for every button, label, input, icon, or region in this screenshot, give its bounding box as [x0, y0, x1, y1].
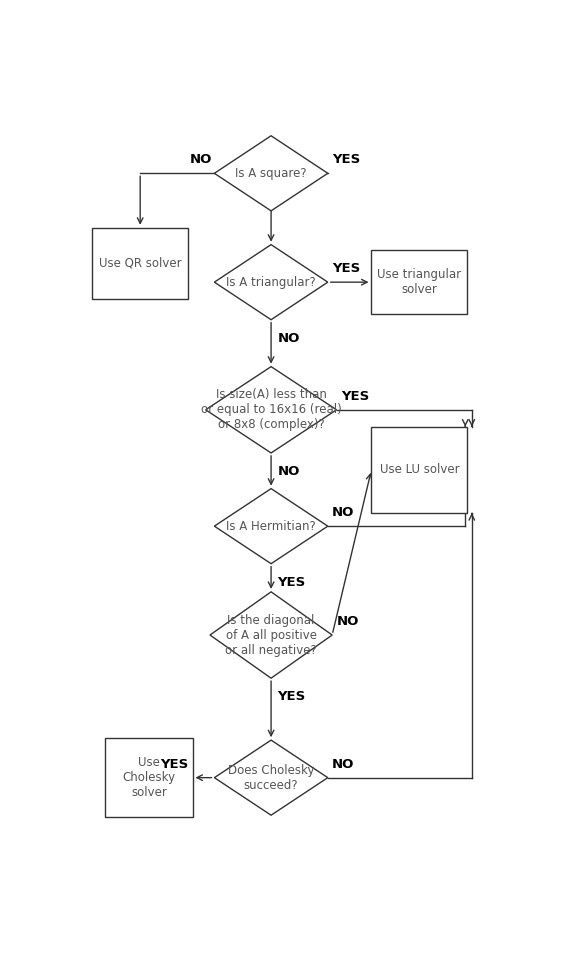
Text: YES: YES [278, 690, 306, 703]
Polygon shape [205, 367, 337, 453]
Text: Use QR solver: Use QR solver [99, 256, 181, 270]
Polygon shape [215, 488, 328, 564]
Text: Use triangular
solver: Use triangular solver [377, 268, 462, 296]
Bar [92, 228, 188, 299]
Text: Use LU solver: Use LU solver [379, 463, 459, 477]
Text: YES: YES [341, 390, 369, 403]
Bar [105, 738, 193, 817]
Text: NO: NO [190, 153, 212, 167]
Text: Is A Hermitian?: Is A Hermitian? [226, 520, 316, 532]
Text: Is A triangular?: Is A triangular? [226, 276, 316, 289]
Text: NO: NO [332, 758, 355, 770]
Bar [372, 251, 467, 314]
Text: Is size(A) less than
or equal to 16x16 (real)
or 8x8 (complex)?: Is size(A) less than or equal to 16x16 (… [200, 388, 341, 431]
Polygon shape [215, 740, 328, 815]
Text: NO: NO [278, 465, 300, 478]
Text: Use
Cholesky
solver: Use Cholesky solver [122, 757, 176, 800]
Text: NO: NO [332, 506, 355, 519]
Text: YES: YES [160, 758, 188, 770]
Text: YES: YES [332, 262, 360, 275]
Text: Is A square?: Is A square? [235, 167, 307, 179]
Polygon shape [215, 245, 328, 320]
Text: YES: YES [278, 576, 306, 589]
Text: NO: NO [337, 615, 359, 628]
Text: Is the diagonal
of A all positive
or all negative?: Is the diagonal of A all positive or all… [225, 613, 317, 656]
Text: Does Cholesky
succeed?: Does Cholesky succeed? [228, 763, 314, 792]
Polygon shape [210, 592, 332, 679]
Bar [372, 427, 467, 513]
Text: YES: YES [332, 153, 360, 167]
Text: NO: NO [278, 332, 300, 345]
Polygon shape [215, 136, 328, 211]
